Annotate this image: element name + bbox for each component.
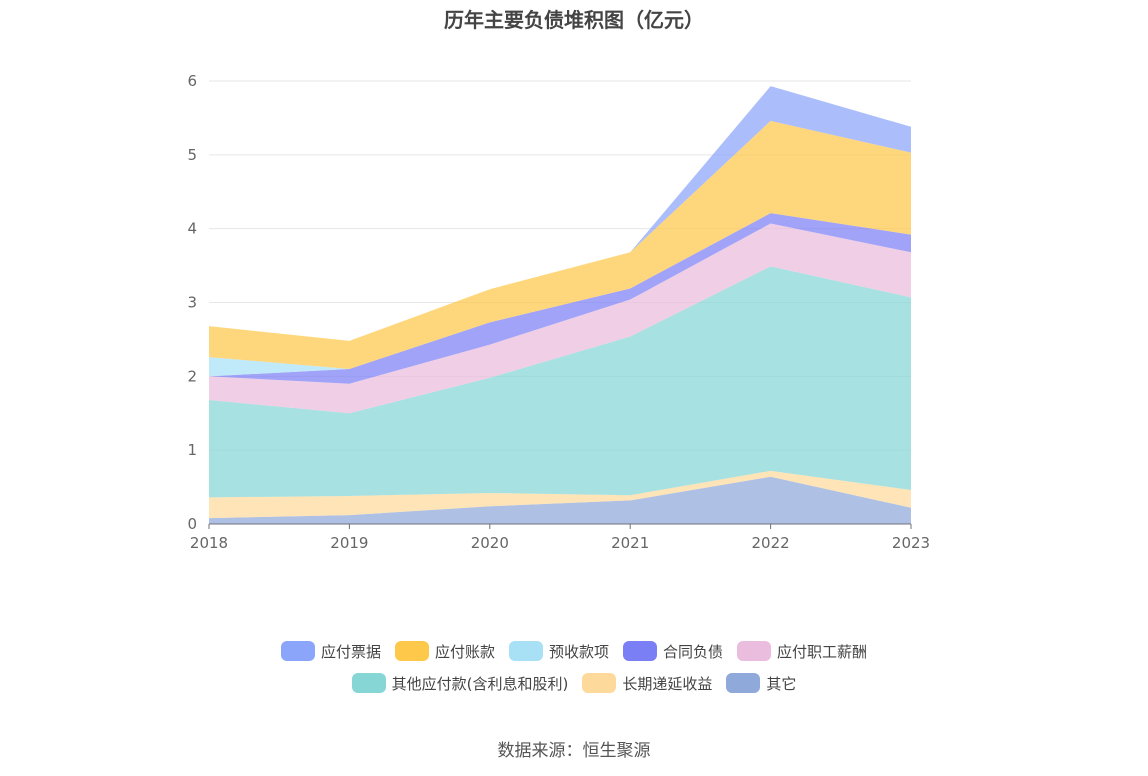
legend-swatch — [508, 641, 543, 661]
y-tick-label: 6 — [187, 72, 197, 90]
legend-label: 应付账款 — [434, 642, 495, 661]
area-series — [209, 120, 911, 369]
legend-row: 应付票据 应付账款 预收款项 合同负债 应付职工薪酬 — [0, 638, 1148, 664]
legend-label: 其他应付款(含利息和股利) — [391, 674, 569, 693]
y-tick-label: 0 — [187, 515, 197, 533]
legend-item[interactable]: 应付职工薪酬 — [737, 641, 867, 662]
y-tick-label: 3 — [187, 294, 197, 312]
legend-item[interactable]: 其它 — [726, 673, 796, 694]
legend-item[interactable]: 合同负债 — [623, 641, 723, 662]
x-tick-label: 2023 — [892, 534, 930, 552]
area-series — [209, 470, 911, 519]
legend-label: 其它 — [766, 674, 797, 693]
legend-swatch — [280, 641, 315, 661]
y-tick-label: 2 — [187, 367, 197, 385]
area-series — [209, 476, 911, 524]
legend-label: 合同负债 — [663, 642, 724, 661]
y-tick-label: 5 — [187, 146, 197, 164]
chart-title: 历年主要负债堆积图（亿元） — [444, 8, 704, 32]
legend-swatch — [394, 641, 429, 661]
legend-item[interactable]: 预收款项 — [508, 641, 609, 662]
legend-swatch — [582, 673, 617, 693]
y-tick-label: 1 — [187, 441, 197, 459]
area-series — [209, 266, 911, 498]
area-series — [209, 86, 911, 341]
legend-row: 其他应付款(含利息和股利) 长期递延收益 其它 — [0, 670, 1148, 696]
legend-label: 应付票据 — [320, 642, 381, 661]
x-tick-label: 2018 — [190, 534, 228, 552]
legend-swatch — [737, 641, 772, 661]
stacked-area-chart: 0 1 2 3 4 5 6 2018 2019 2020 2021 2022 2023 — [187, 72, 930, 552]
legend-swatch — [726, 673, 761, 693]
x-tick-label: 2022 — [752, 534, 790, 552]
x-tick-label: 2020 — [471, 534, 509, 552]
legend-label: 预收款项 — [548, 642, 609, 661]
legend-item[interactable]: 长期递延收益 — [582, 673, 712, 694]
area-series — [209, 213, 911, 384]
legend: 应付票据 应付账款 预收款项 合同负债 应付职工薪酬 其他应付款(含利息和股利) 长期递延… — [0, 638, 1148, 702]
legend-item[interactable]: 其他应付款(含利息和股利) — [351, 673, 569, 694]
x-tick-label: 2021 — [611, 534, 649, 552]
x-tick-label: 2019 — [330, 534, 368, 552]
data-source-note: 数据来源：恒生聚源 — [497, 741, 651, 761]
legend-item[interactable]: 应付票据 — [280, 641, 381, 662]
area-series — [209, 223, 911, 414]
legend-label: 应付职工薪酬 — [777, 642, 868, 661]
legend-label: 长期递延收益 — [622, 674, 713, 693]
y-tick-label: 4 — [187, 220, 197, 238]
legend-item[interactable]: 应付账款 — [394, 641, 495, 662]
legend-swatch — [623, 641, 657, 661]
legend-swatch — [351, 673, 386, 693]
